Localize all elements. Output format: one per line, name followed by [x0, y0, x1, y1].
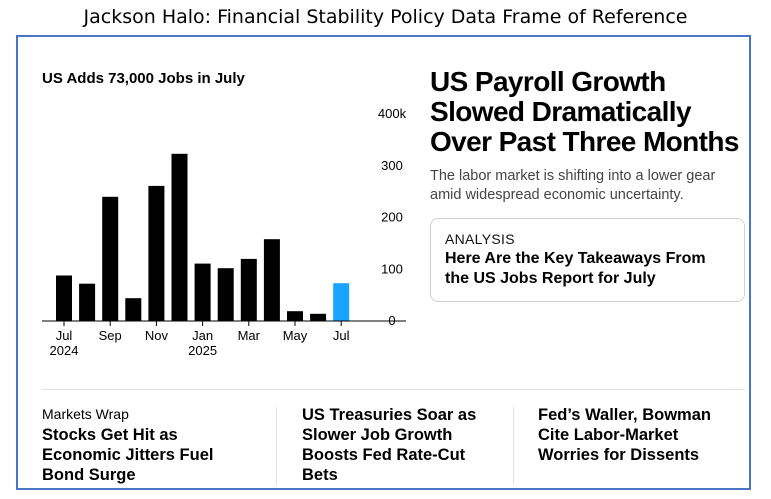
story-headline[interactable]: Stocks Get Hit as Economic Jitters Fuel …: [42, 426, 214, 484]
x-tick-label: May: [283, 328, 308, 343]
bar-jun-2025: [310, 313, 327, 321]
x-tick-label: Sep: [99, 328, 122, 343]
story-treasuries[interactable]: US Treasuries Soar as Slower Job Growth …: [302, 405, 502, 485]
y-tick-label: 300: [381, 158, 403, 173]
story-markets-wrap[interactable]: Markets Wrap Stocks Get Hit as Economic …: [42, 405, 242, 485]
x-tick-label: Nov: [145, 328, 169, 343]
bar-jan-2025: [194, 263, 211, 321]
y-tick-label: 100: [381, 261, 403, 276]
chart-title: US Adds 73,000 Jobs in July: [42, 70, 245, 87]
x-tick-label: Mar: [238, 328, 261, 343]
bar-nov-2024: [148, 185, 165, 321]
story-fed-dissents[interactable]: Fed’s Waller, Bowman Cite Labor-Market W…: [538, 405, 728, 465]
analysis-headline[interactable]: Here Are the Key Takeaways From the US J…: [445, 250, 706, 287]
news-panel: US Adds 73,000 Jobs in July Jul 2024 Sep No…: [16, 35, 751, 490]
bar-feb-2025: [217, 268, 234, 321]
story-headline[interactable]: Fed’s Waller, Bowman Cite Labor-Market W…: [538, 406, 711, 464]
story-divider: [276, 407, 277, 485]
bar-jul-2024: [56, 275, 72, 321]
bar-sep-2024: [102, 196, 119, 321]
article-dek: The labor market is shifting into a lowe…: [430, 168, 716, 203]
x-tick-label: Jul: [333, 328, 350, 343]
analysis-label: ANALYSIS: [445, 231, 515, 247]
y-tick-label: 200: [381, 210, 403, 225]
article-headline[interactable]: US Payroll Growth Slowed Dramatically Ov…: [430, 66, 739, 157]
story-kicker: Markets Wrap: [42, 406, 129, 422]
bar-may-2025: [287, 311, 303, 321]
section-divider: [42, 389, 745, 390]
bar-dec-2024: [171, 153, 188, 321]
story-divider: [513, 407, 514, 485]
y-tick-label: 0: [388, 313, 395, 328]
x-tick-label: Jan: [192, 328, 213, 343]
slide-title: Jackson Halo: Financial Stability Policy…: [83, 6, 688, 28]
y-tick-label: 400k: [378, 106, 407, 121]
story-headline[interactable]: US Treasuries Soar as Slower Job Growth …: [302, 406, 477, 484]
x-tick-label: Jul: [56, 328, 73, 343]
bar-aug-2024: [79, 283, 96, 321]
analysis-card[interactable]: ANALYSIS Here Are the Key Takeaways From…: [430, 218, 745, 302]
bar-apr-2025: [263, 239, 280, 321]
bar-jul-2025: [333, 283, 350, 321]
x-tick-year-label: 2024: [50, 343, 79, 358]
bar-mar-2025: [240, 258, 257, 321]
bar-oct-2024: [125, 298, 142, 321]
x-tick-year-label: 2025: [188, 343, 217, 358]
